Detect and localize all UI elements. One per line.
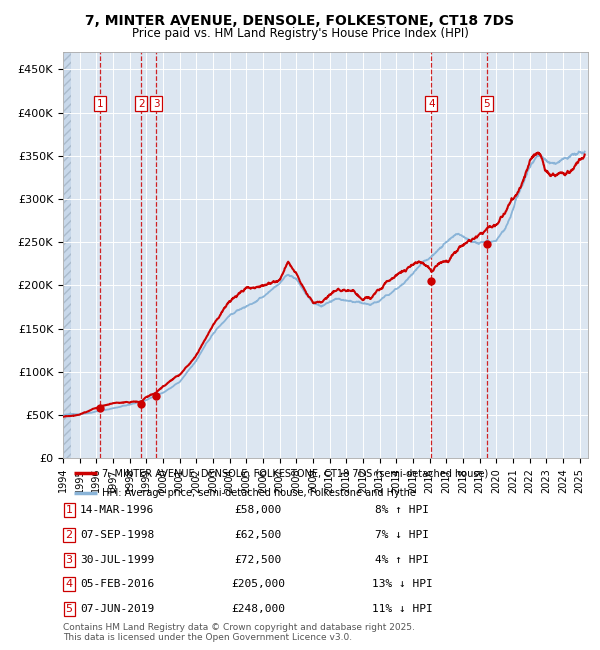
Bar <box>63 52 71 458</box>
Text: 4: 4 <box>65 579 73 590</box>
Text: 1: 1 <box>97 99 103 109</box>
Text: 7% ↓ HPI: 7% ↓ HPI <box>375 530 429 540</box>
Text: 5: 5 <box>484 99 490 109</box>
Text: 3: 3 <box>152 99 160 109</box>
Text: 2: 2 <box>65 530 73 540</box>
Text: 07-SEP-1998: 07-SEP-1998 <box>80 530 154 540</box>
Text: 2: 2 <box>138 99 145 109</box>
Text: 5: 5 <box>65 604 73 614</box>
Text: Price paid vs. HM Land Registry's House Price Index (HPI): Price paid vs. HM Land Registry's House … <box>131 27 469 40</box>
Text: 1: 1 <box>65 505 73 515</box>
Text: 07-JUN-2019: 07-JUN-2019 <box>80 604 154 614</box>
Text: 7, MINTER AVENUE, DENSOLE, FOLKESTONE, CT18 7DS: 7, MINTER AVENUE, DENSOLE, FOLKESTONE, C… <box>85 14 515 29</box>
Text: 4% ↑ HPI: 4% ↑ HPI <box>375 554 429 565</box>
Text: 11% ↓ HPI: 11% ↓ HPI <box>371 604 433 614</box>
Text: Contains HM Land Registry data © Crown copyright and database right 2025.
This d: Contains HM Land Registry data © Crown c… <box>63 623 415 642</box>
Text: 13% ↓ HPI: 13% ↓ HPI <box>371 579 433 590</box>
Text: 30-JUL-1999: 30-JUL-1999 <box>80 554 154 565</box>
Text: £58,000: £58,000 <box>235 505 281 515</box>
Text: 05-FEB-2016: 05-FEB-2016 <box>80 579 154 590</box>
Text: HPI: Average price, semi-detached house, Folkestone and Hythe: HPI: Average price, semi-detached house,… <box>103 488 416 498</box>
Text: 3: 3 <box>65 554 73 565</box>
Text: 4: 4 <box>428 99 434 109</box>
Text: 14-MAR-1996: 14-MAR-1996 <box>80 505 154 515</box>
Text: 7, MINTER AVENUE, DENSOLE, FOLKESTONE, CT18 7DS (semi-detached house): 7, MINTER AVENUE, DENSOLE, FOLKESTONE, C… <box>103 469 488 478</box>
Text: £62,500: £62,500 <box>235 530 281 540</box>
Text: 8% ↑ HPI: 8% ↑ HPI <box>375 505 429 515</box>
Text: £248,000: £248,000 <box>231 604 285 614</box>
Text: £72,500: £72,500 <box>235 554 281 565</box>
Text: £205,000: £205,000 <box>231 579 285 590</box>
